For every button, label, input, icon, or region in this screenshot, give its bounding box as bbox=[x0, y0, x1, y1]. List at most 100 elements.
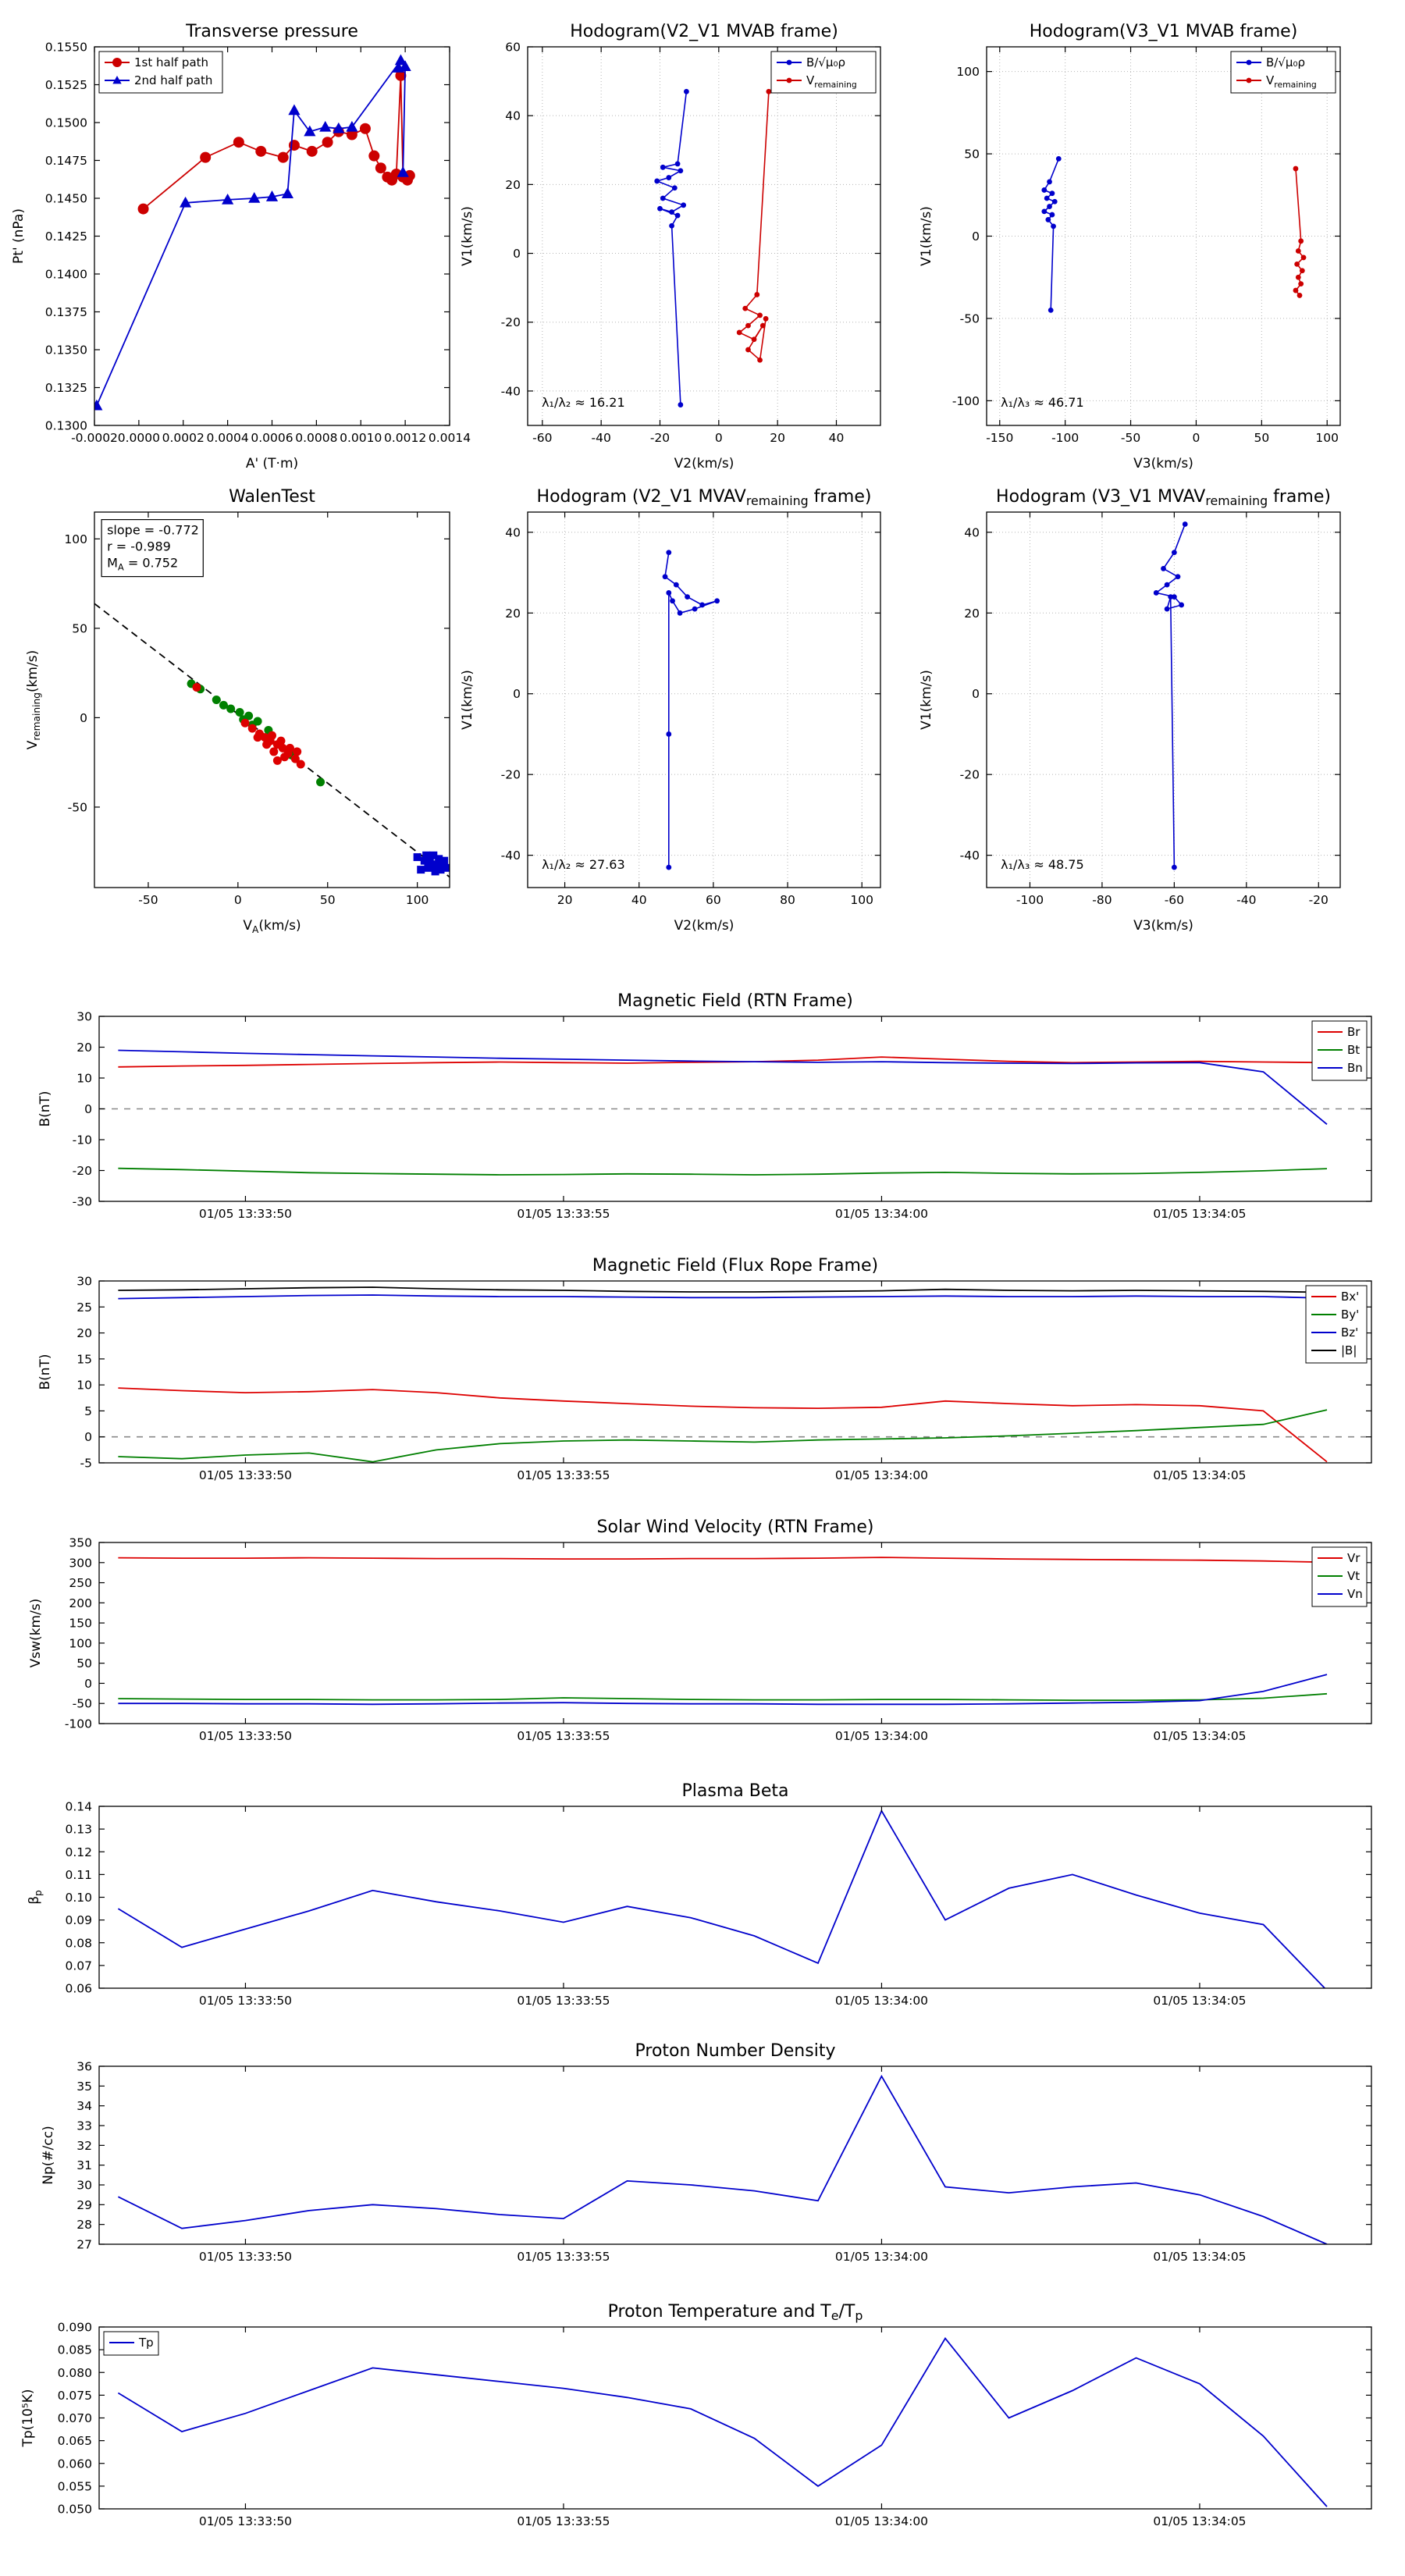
svg-text:Bz': Bz' bbox=[1341, 1325, 1358, 1340]
svg-text:0: 0 bbox=[513, 687, 521, 701]
svg-text:32: 32 bbox=[76, 2139, 92, 2153]
svg-text:Solar Wind Velocity (RTN Frame: Solar Wind Velocity (RTN Frame) bbox=[597, 1517, 874, 1537]
svg-text:-20: -20 bbox=[501, 768, 521, 782]
svg-text:01/05 13:33:50: 01/05 13:33:50 bbox=[199, 1994, 292, 2008]
svg-text:01/05 13:33:50: 01/05 13:33:50 bbox=[199, 1729, 292, 1743]
svg-text:25: 25 bbox=[76, 1300, 92, 1315]
svg-text:V2(km/s): V2(km/s) bbox=[674, 918, 735, 934]
svg-text:50: 50 bbox=[964, 148, 980, 162]
svg-text:-100: -100 bbox=[952, 394, 980, 408]
svg-text:Bn: Bn bbox=[1347, 1061, 1363, 1075]
svg-text:MA = 0.752: MA = 0.752 bbox=[107, 556, 178, 573]
svg-text:36: 36 bbox=[76, 2060, 92, 2074]
svg-text:0.11: 0.11 bbox=[65, 1868, 92, 1882]
chart-canvas-vel-rtn: 01/05 13:33:50 01/05 13:33:55 01/05 13:34:… bbox=[28, 1517, 1372, 1743]
svg-text:0: 0 bbox=[234, 893, 242, 907]
svg-text:250: 250 bbox=[69, 1576, 92, 1590]
svg-text:Hodogram (V2_V1 MVAVremaining: Hodogram (V2_V1 MVAVremaining frame) bbox=[537, 487, 872, 508]
chart-solar-wind-velocity: 01/05 13:33:50 01/05 13:33:55 01/05 13:34:… bbox=[28, 1517, 1372, 1743]
svg-text:0: 0 bbox=[84, 1677, 92, 1691]
chart-hodogram-v2v1-mvab: -60 -40 -20 0 20 40 -40 -20 0 20 40 60 Hodogram(V2_V… bbox=[460, 22, 881, 471]
svg-text:0.065: 0.065 bbox=[58, 2434, 92, 2448]
svg-text:Vn: Vn bbox=[1347, 1587, 1363, 1601]
svg-text:0.0000: 0.0000 bbox=[118, 431, 160, 445]
svg-text:Bx': Bx' bbox=[1341, 1290, 1359, 1304]
svg-text:0.1350: 0.1350 bbox=[45, 343, 87, 358]
svg-text:λ₁/λ₂ ≈ 16.21: λ₁/λ₂ ≈ 16.21 bbox=[542, 395, 625, 410]
svg-text:0.0004: 0.0004 bbox=[207, 431, 249, 445]
svg-text:20: 20 bbox=[964, 607, 980, 621]
svg-text:WalenTest: WalenTest bbox=[229, 487, 315, 507]
svg-text:0.07: 0.07 bbox=[65, 1959, 92, 1973]
svg-text:50: 50 bbox=[1254, 431, 1269, 445]
svg-text:-80: -80 bbox=[1092, 893, 1112, 907]
chart-transverse-pressure: -0.0002 0.0000 0.0002 0.0004 0.0006 0.0008 0.0… bbox=[11, 22, 471, 471]
chart-plasma-beta: 01/05 13:33:50 01/05 13:33:55 01/05 13:34:… bbox=[27, 1781, 1372, 2008]
svg-text:01/05 13:33:55: 01/05 13:33:55 bbox=[517, 2250, 610, 2264]
svg-text:100: 100 bbox=[64, 532, 87, 546]
svg-text:-20: -20 bbox=[501, 315, 521, 329]
svg-text:20: 20 bbox=[505, 178, 521, 192]
svg-text:0: 0 bbox=[84, 1430, 92, 1444]
svg-text:150: 150 bbox=[69, 1617, 92, 1631]
chart-canvas-walen-test: -50 0 50 100 -50 0 50 100 WalenTest VA(km/s) Vrema… bbox=[25, 487, 450, 935]
svg-text:40: 40 bbox=[964, 525, 980, 539]
svg-text:100: 100 bbox=[69, 1636, 92, 1650]
svg-text:20: 20 bbox=[76, 1041, 92, 1055]
svg-text:0.1400: 0.1400 bbox=[45, 268, 87, 282]
chart-canvas-proton-density: 01/05 13:33:50 01/05 13:33:55 01/05 13:34:… bbox=[41, 2041, 1372, 2264]
svg-text:Np(#/cc): Np(#/cc) bbox=[41, 2126, 56, 2184]
svg-text:01/05 13:34:00: 01/05 13:34:00 bbox=[835, 2250, 928, 2264]
svg-text:V3(km/s): V3(km/s) bbox=[1133, 456, 1193, 471]
svg-text:-20: -20 bbox=[650, 431, 670, 445]
svg-text:B(nT): B(nT) bbox=[37, 1354, 53, 1389]
svg-text:Hodogram (V3_V1 MVAVremaining: Hodogram (V3_V1 MVAVremaining frame) bbox=[996, 487, 1331, 508]
svg-text:31: 31 bbox=[76, 2158, 92, 2172]
svg-text:Plasma Beta: Plasma Beta bbox=[682, 1781, 789, 1801]
svg-text:01/05 13:34:05: 01/05 13:34:05 bbox=[1153, 2514, 1246, 2528]
svg-text:01/05 13:33:50: 01/05 13:33:50 bbox=[199, 2514, 292, 2528]
svg-text:Br: Br bbox=[1347, 1025, 1361, 1039]
svg-text:Vt: Vt bbox=[1347, 1569, 1360, 1583]
chart-canvas-hodogram-v3v1-mvav: -100 -80 -60 -40 -20 -40 -20 0 20 40 Hodogram (V3_… bbox=[919, 487, 1341, 934]
svg-text:01/05 13:34:00: 01/05 13:34:00 bbox=[835, 1468, 928, 1482]
svg-text:01/05 13:34:05: 01/05 13:34:05 bbox=[1153, 2250, 1246, 2264]
svg-text:30: 30 bbox=[76, 2179, 92, 2193]
svg-text:|B|: |B| bbox=[1341, 1343, 1357, 1357]
svg-text:0.1525: 0.1525 bbox=[45, 78, 87, 92]
svg-text:Bt: Bt bbox=[1347, 1043, 1360, 1057]
svg-text:Vr: Vr bbox=[1347, 1551, 1361, 1565]
chart-hodogram-v3v1-mvab: -150 -100 -50 0 50 100 -100 -50 0 50 100 Hodogram(V… bbox=[919, 22, 1341, 471]
svg-text:50: 50 bbox=[320, 893, 336, 907]
svg-text:0.0014: 0.0014 bbox=[429, 431, 471, 445]
svg-text:-50: -50 bbox=[1121, 431, 1140, 445]
chart-walen-test: -50 0 50 100 -50 0 50 100 WalenTest VA(km/s) Vrema… bbox=[25, 487, 450, 935]
svg-text:0: 0 bbox=[1193, 431, 1200, 445]
svg-text:01/05 13:34:05: 01/05 13:34:05 bbox=[1153, 1729, 1246, 1743]
svg-text:60: 60 bbox=[706, 893, 721, 907]
svg-text:0.060: 0.060 bbox=[58, 2457, 92, 2471]
svg-text:0.06: 0.06 bbox=[65, 1982, 92, 1996]
svg-text:01/05 13:34:00: 01/05 13:34:00 bbox=[835, 1207, 928, 1221]
svg-text:-20: -20 bbox=[73, 1164, 92, 1178]
svg-text:35: 35 bbox=[76, 2080, 92, 2094]
svg-text:βp: βp bbox=[27, 1890, 44, 1905]
svg-text:30: 30 bbox=[76, 1010, 92, 1024]
svg-text:0.0010: 0.0010 bbox=[340, 431, 382, 445]
svg-text:29: 29 bbox=[76, 2198, 92, 2212]
svg-text:Proton Number Density: Proton Number Density bbox=[635, 2041, 836, 2061]
svg-text:0.1375: 0.1375 bbox=[45, 305, 87, 319]
chart-magnetic-field-fluxrope: 01/05 13:33:50 01/05 13:33:55 01/05 13:34:… bbox=[37, 1256, 1372, 1482]
svg-text:0: 0 bbox=[972, 687, 980, 701]
svg-text:Hodogram(V2_V1 MVAB frame): Hodogram(V2_V1 MVAB frame) bbox=[570, 22, 838, 41]
svg-text:2nd half path: 2nd half path bbox=[134, 73, 212, 87]
svg-text:-50: -50 bbox=[73, 1697, 92, 1711]
chart-canvas-mag-rtn: 01/05 13:33:50 01/05 13:33:55 01/05 13:34:… bbox=[37, 991, 1372, 1221]
chart-magnetic-field-rtn: 01/05 13:33:50 01/05 13:33:55 01/05 13:34:… bbox=[37, 991, 1372, 1221]
svg-text:0.0006: 0.0006 bbox=[251, 431, 293, 445]
svg-text:100: 100 bbox=[1315, 431, 1339, 445]
svg-text:10: 10 bbox=[76, 1379, 92, 1393]
svg-text:λ₁/λ₃ ≈ 46.71: λ₁/λ₃ ≈ 46.71 bbox=[1001, 395, 1084, 410]
chart-hodogram-v2v1-mvav: 20 40 60 80 100 -40 -20 0 20 40 Hodogram (V2_V1 MV… bbox=[460, 487, 881, 934]
svg-text:1st half path: 1st half path bbox=[134, 55, 208, 69]
